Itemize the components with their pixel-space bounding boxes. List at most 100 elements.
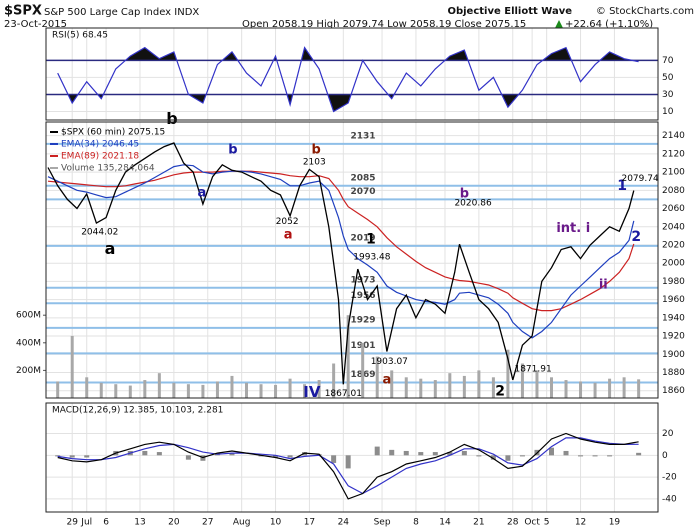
wave-annotation: 1871.91 [514,364,551,374]
macd-histogram-bar [607,455,613,457]
wave-annotation: a [284,227,293,242]
credit: Objective Elliott Wave [447,6,572,17]
volume-bar [143,380,147,398]
macd-histogram-bar [636,452,642,456]
volume-bar [375,356,379,398]
legend-label: Volume 135,284,064 [61,164,155,174]
y2-tick-label: 200M [16,366,41,376]
level-label: 1973 [350,275,375,285]
macd-histogram-bar [592,455,598,457]
wave-annotation: int. i [556,221,590,236]
symbol: $SPX [4,4,42,19]
volume-bar [172,382,176,398]
y2-tick-label: 600M [16,311,41,321]
macd-histogram-bar [331,455,337,463]
volume-bar [448,373,452,398]
x-tick-label: Jul [80,518,92,528]
volume-bar [637,379,641,398]
volume-bar [506,349,510,398]
y-tick-label: 1880 [662,368,685,378]
volume-bar [303,384,307,398]
macd-histogram-bar [229,453,235,456]
y-tick-label: 2140 [662,131,685,141]
panel-frame [45,121,659,399]
volume-bar [622,377,626,398]
y-tick-label: 1940 [662,313,685,323]
wave-annotation: b [312,143,321,158]
volume-bar [259,384,263,398]
macd-histogram-bar [55,455,61,457]
date: 23-Oct-2015 [4,19,67,30]
macd-histogram-bar [185,455,191,460]
macd-histogram-bar [548,447,554,456]
wave-annotation: IV [303,383,321,401]
panel-frame [45,402,659,513]
change: +22.64 (+1.10%) [565,19,653,30]
volume-bar [114,384,118,398]
wave-annotation: a [198,186,207,201]
macd-histogram-bar [403,450,409,456]
level-label: 2085 [350,173,375,183]
x-tick-label: 10 [270,518,282,528]
macd-histogram-bar [374,446,380,456]
x-tick-label: Aug [233,518,251,528]
volume-bar [433,380,437,398]
volume-bar [128,385,132,398]
wave-annotation: b [460,186,469,201]
y-tick-label: 1980 [662,277,685,287]
macd-histogram-bar [418,452,424,456]
macd-histogram-bar [447,452,453,456]
rsi-line [57,46,639,113]
volume-bar [230,375,234,398]
price-line [47,164,635,339]
macd-histogram-bar [505,455,511,461]
y-tick-label: 50 [662,73,674,83]
volume-bar [593,382,597,398]
level-label: 1929 [350,315,375,325]
level-label: 2131 [350,131,375,141]
macd-histogram-bar [461,450,467,456]
up-arrow [555,20,563,28]
macd-histogram-bar [563,450,569,456]
source: © StockCharts.com [596,6,694,17]
volume-bar [564,380,568,398]
x-tick-label: Oct [524,518,540,528]
rsi-group [57,46,639,113]
wave-annotation: b [166,109,177,128]
volume-bar [419,378,423,398]
wave-annotation: ii [599,278,608,293]
y-tick-label: 70 [662,56,674,66]
volume-bar [520,363,524,398]
y-tick-label: 2060 [662,204,685,214]
y-tick-label: -20 [662,473,677,483]
price-group: 213120852070201919731956192919011869 [46,131,658,398]
volume-bar [549,377,553,398]
x-tick-label: 14 [439,518,451,528]
y-tick-label: 1900 [662,350,685,360]
macd-histogram-bar [476,455,482,457]
y-tick-label: 1960 [662,295,685,305]
y-tick-label: 20 [662,429,674,439]
y-tick-label: -40 [662,494,677,504]
macd-histogram-bar [389,449,395,456]
quote: Open 2058.19 High 2079.74 Low 2058.19 Cl… [242,19,526,30]
volume-bar [186,384,190,398]
macd-histogram-bar [490,455,496,460]
wave-annotation: 2079.74 [621,174,658,184]
volume-bar [157,373,161,398]
x-tick-label: 21 [473,518,484,528]
level-label: 2019 [350,233,375,243]
macd-histogram-bar [432,452,438,456]
volume-bar [99,382,103,398]
macd-histogram-bar [69,455,75,458]
wave-annotation: a [382,372,391,387]
y-tick-label: 30 [662,90,674,100]
macd-group [55,432,642,500]
wave-annotation: 2 [631,229,641,245]
x-tick-label: 13 [134,518,145,528]
volume-bar [317,380,321,398]
volume-bar [70,335,74,398]
price-line [47,142,635,385]
y-tick-label: 2100 [662,168,685,178]
